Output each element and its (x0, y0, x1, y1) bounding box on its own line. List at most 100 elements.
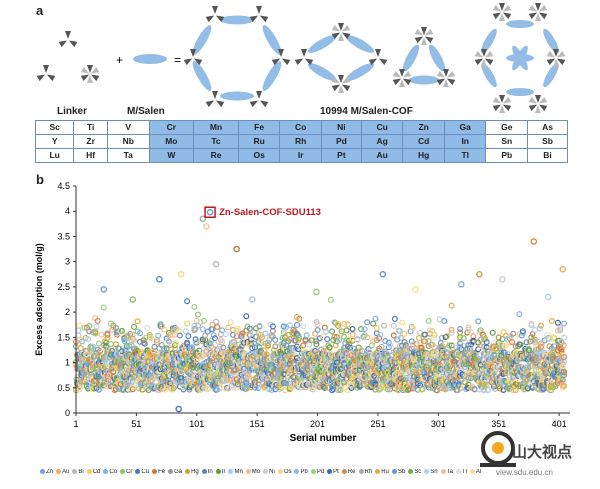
legend-swatch (341, 469, 347, 474)
scatter-point (349, 326, 356, 333)
peak-point (203, 223, 210, 230)
legend-swatch (185, 469, 191, 474)
scatter-point (465, 324, 472, 331)
scatter-point (335, 322, 342, 329)
scatter-point (137, 330, 144, 337)
legend-item: Sc (408, 469, 421, 475)
scatter-point (348, 385, 355, 392)
legend-item: Cr (120, 469, 132, 475)
scatter-point (548, 318, 555, 325)
scatter-point (410, 341, 417, 348)
scatter-point (517, 341, 524, 348)
scatter-point (391, 315, 398, 322)
x-tick-label: 1 (73, 419, 78, 429)
legend-item: Mn (228, 469, 243, 475)
legend-item: In (201, 469, 213, 475)
y-tick-label: 2.5 (57, 282, 70, 292)
scatter-point (309, 337, 316, 344)
scatter-point (199, 326, 206, 333)
scatter-point (164, 337, 171, 344)
legend-label: Sb (397, 469, 406, 476)
scatter-point (554, 319, 561, 326)
scatter-point (372, 315, 379, 322)
legend-item: Re (341, 469, 356, 475)
scatter-point (100, 304, 107, 311)
element-cell-cd: Cd (402, 134, 445, 149)
scatter-point (397, 334, 404, 341)
peak-point (212, 260, 220, 268)
element-cell-ni: Ni (320, 120, 362, 135)
scatter-point (504, 350, 511, 357)
legend-item: Mo (245, 469, 261, 476)
scatter-point (372, 374, 379, 381)
element-cell-nb: Nb (106, 134, 150, 149)
legend-item: Ru (375, 469, 389, 475)
scatter-point (191, 322, 198, 329)
scatter-point (107, 341, 114, 348)
scatter-point (137, 338, 144, 345)
peak-point (559, 265, 567, 273)
scatter-point (533, 367, 540, 374)
element-cell-au: Au (360, 148, 404, 163)
legend-item: Pb (294, 469, 308, 475)
element-cell-sc: Sc (34, 120, 75, 135)
legend-swatch (152, 469, 158, 474)
peak-point (100, 286, 108, 293)
scatter-point (361, 326, 368, 333)
legend-label: Al (475, 469, 482, 476)
element-cell-ru: Ru (237, 134, 281, 149)
legend-item: Ni (263, 469, 275, 475)
scatter-point (326, 344, 333, 351)
scatter-point (243, 313, 250, 320)
scatter-point (85, 336, 92, 343)
legend-item: Bi (72, 469, 84, 475)
scatter-point (377, 331, 384, 338)
legend-label: Ta (446, 469, 453, 476)
element-cell-rh: Rh (279, 134, 322, 149)
scatter-point (240, 365, 247, 372)
scatter-point (155, 332, 162, 339)
scatter-point (86, 322, 93, 329)
legend-swatch (201, 469, 207, 474)
watermark-cn: 山大视点 (512, 444, 573, 461)
scatter-point (364, 334, 371, 341)
scatter-point (464, 329, 471, 336)
scatter-point (238, 331, 245, 338)
element-cell-v: V (106, 120, 150, 135)
peak-point (313, 288, 320, 296)
element-row: Lu Hf Ta W Re Os Ir Pt Au Hg Tl Pb Bi (34, 148, 568, 163)
scatter-point (161, 326, 168, 333)
element-cell-pt: Pt (320, 148, 362, 163)
x-tick-label: 51 (131, 419, 141, 429)
legend-item: Zn (40, 469, 53, 475)
scatter-point (512, 387, 519, 394)
scatter-point (150, 347, 157, 354)
legend-item: Sn (424, 469, 438, 476)
scatter-point (190, 364, 197, 371)
scatter-point (314, 327, 321, 334)
scatter-point (104, 331, 111, 338)
legend-label: Zn (46, 469, 54, 476)
legend-swatch (455, 469, 461, 474)
scatter-point (489, 329, 496, 336)
scatter-point (249, 334, 256, 341)
legend-label: Tl (461, 469, 467, 476)
scatter-point (557, 327, 564, 334)
legend-label: Mo (251, 469, 261, 476)
scatter-point (144, 324, 151, 331)
legend-item: Au (56, 469, 69, 475)
legend-swatch (310, 469, 316, 474)
legend-label: Hg (191, 469, 199, 476)
scatter-point (97, 347, 104, 354)
scatter-point (300, 323, 307, 330)
scatter-point (225, 324, 232, 331)
scatter-point (557, 325, 564, 332)
scatter-point (211, 335, 218, 342)
scatter-point (457, 336, 464, 343)
legend-label: Fe (158, 469, 166, 476)
legend-swatch (228, 469, 234, 474)
scatter-point (341, 320, 348, 327)
element-cell-sb: Sb (527, 134, 568, 149)
cof-count-caption: 10994 M/Salen-COF (320, 106, 413, 117)
legend-label: Sn (430, 469, 438, 476)
